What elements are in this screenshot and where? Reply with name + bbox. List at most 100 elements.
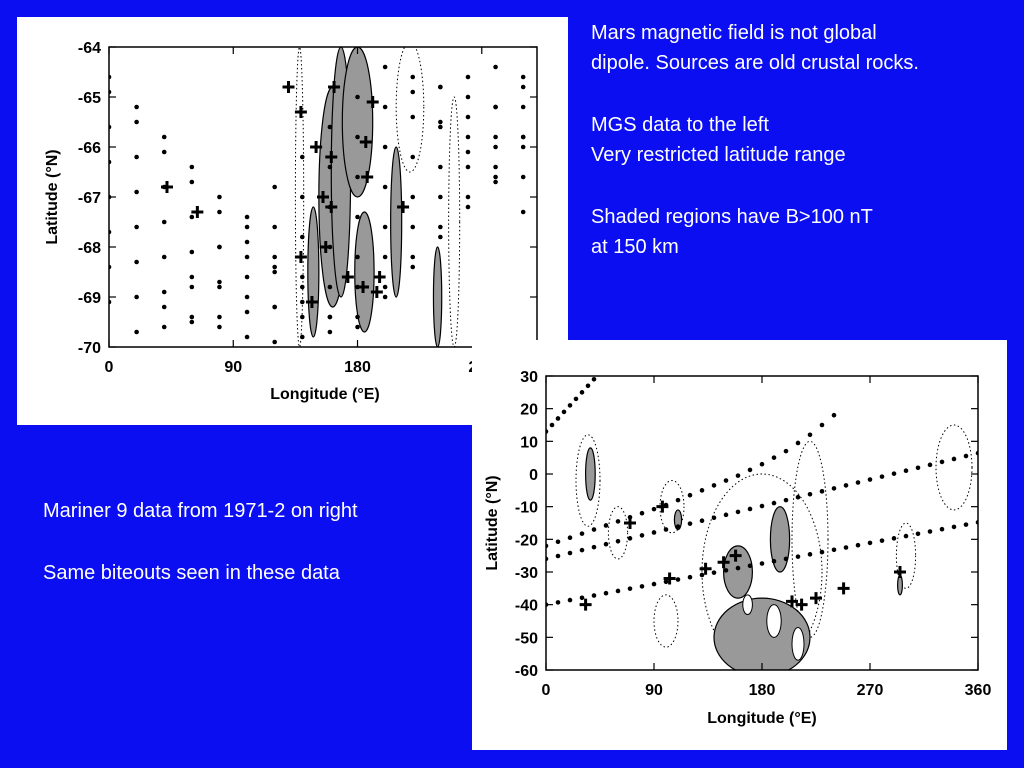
mariner-track-point	[819, 422, 825, 428]
mariner-track-point	[747, 506, 753, 512]
mariner-x-tick-label: 0	[542, 682, 551, 699]
mgs-track-point	[410, 194, 416, 200]
mgs-track-point	[520, 134, 526, 140]
mariner-track-point	[795, 440, 801, 446]
mgs-plus-marker	[310, 141, 323, 153]
mariner-track-point	[807, 552, 813, 557]
mariner-track-point	[579, 531, 585, 536]
mgs-track-point	[493, 64, 498, 70]
mariner-track-point	[783, 497, 789, 503]
slide-text-biteouts: Same biteouts seen in these data	[43, 562, 340, 584]
mgs-track-point	[272, 254, 277, 260]
mgs-track-point	[327, 164, 333, 170]
mariner-track-point	[603, 590, 609, 596]
mariner-plus-marker	[894, 566, 906, 578]
mgs-plus-marker	[160, 181, 173, 193]
mariner-track-point	[783, 556, 789, 562]
mgs-track-point	[161, 304, 167, 310]
mgs-plus-marker	[359, 136, 372, 148]
mgs-track-point	[161, 254, 167, 260]
mgs-track-point	[244, 274, 250, 280]
mgs-track-point	[410, 254, 416, 260]
mgs-plus-marker	[397, 201, 410, 213]
mariner-track-point	[591, 527, 597, 532]
mariner-hole-region	[742, 594, 753, 615]
mgs-track-point	[465, 74, 471, 80]
mariner-track-point	[879, 474, 885, 479]
mgs-track-point	[410, 89, 416, 95]
mgs-track-point	[355, 254, 360, 260]
mariner-track-point	[567, 597, 573, 603]
mgs-track-point	[189, 274, 195, 280]
mariner-track-point	[555, 600, 561, 605]
mariner-track-point	[927, 462, 933, 468]
mariner-shaded-region	[673, 509, 683, 531]
mgs-track-point	[382, 254, 388, 260]
mgs-track-point	[161, 134, 167, 140]
mgs-track-point	[134, 154, 139, 160]
mgs-track-point	[299, 194, 305, 200]
mariner-hole-region	[766, 604, 782, 638]
mariner-track-point	[735, 473, 741, 478]
mgs-track-point	[493, 174, 498, 180]
mgs-track-point	[244, 239, 250, 245]
mgs-track-point	[189, 179, 195, 185]
mgs-track-point	[327, 329, 333, 335]
mgs-track-point	[217, 279, 222, 285]
mariner-track-point	[591, 593, 597, 598]
mariner-track-point	[735, 565, 741, 571]
mariner-y-tick-label: -30	[515, 565, 538, 582]
mariner-plus-marker	[795, 598, 808, 611]
slide-text-magnetic-field-line1: Mars magnetic field is not global	[591, 22, 877, 44]
mariner-y-tick-label: 20	[520, 402, 538, 419]
mariner-track-point	[615, 538, 621, 544]
mgs-track-point	[438, 119, 443, 125]
mariner-x-tick-label: 270	[857, 682, 884, 699]
mariner-track-point	[831, 486, 837, 491]
mariner-x-tick-label: 180	[749, 682, 776, 699]
mariner-track-point	[831, 547, 837, 553]
mgs-x-tick-label: 90	[224, 359, 242, 376]
mariner-track-point	[723, 478, 729, 483]
mariner-track-point	[759, 561, 765, 566]
mariner-track-point	[651, 581, 657, 587]
mgs-track-point	[272, 269, 277, 275]
mgs-track-point	[299, 299, 305, 305]
mariner-track-point	[771, 455, 777, 460]
mgs-track-point	[520, 84, 526, 90]
mgs-y-tick-label: -68	[78, 240, 101, 257]
mgs-track-point	[493, 104, 498, 110]
mariner-track-point	[639, 510, 645, 516]
mariner-track-point	[699, 518, 705, 524]
mariner-track-point	[651, 530, 657, 535]
mgs-track-point	[355, 134, 360, 140]
mgs-track-point	[299, 314, 305, 320]
mgs-plus-marker	[294, 106, 307, 118]
mgs-track-point	[134, 119, 139, 125]
mgs-track-point	[355, 174, 360, 180]
mariner-track-point	[555, 553, 561, 559]
mariner-track-point	[687, 574, 693, 580]
mgs-track-point	[189, 249, 195, 255]
mgs-track-point	[355, 214, 360, 220]
mgs-track-point	[438, 164, 443, 170]
mgs-track-point	[327, 284, 333, 290]
mgs-track-point	[217, 244, 222, 250]
mariner-track-point	[711, 515, 717, 521]
mariner-track-point	[927, 529, 933, 534]
mariner-track-point	[561, 409, 567, 415]
mgs-x-tick-label: 0	[105, 359, 114, 376]
mariner-track-point	[639, 584, 645, 589]
mariner-track-point	[723, 568, 729, 573]
mgs-track-point	[161, 219, 167, 225]
mariner-track-point	[819, 549, 825, 555]
mariner-track-point	[903, 533, 909, 539]
mgs-track-point	[327, 124, 333, 130]
mariner-plus-marker	[624, 517, 636, 529]
mariner-track-point	[855, 542, 861, 548]
mgs-shaded-region	[307, 206, 320, 338]
mariner-track-point	[663, 579, 669, 585]
mariner-chart-panel: 0 90 180 270 360 30 20 10 0 -10 -20 -30 -40 -50 -60 Lo…	[472, 340, 1007, 750]
mariner-track-point	[591, 544, 597, 550]
